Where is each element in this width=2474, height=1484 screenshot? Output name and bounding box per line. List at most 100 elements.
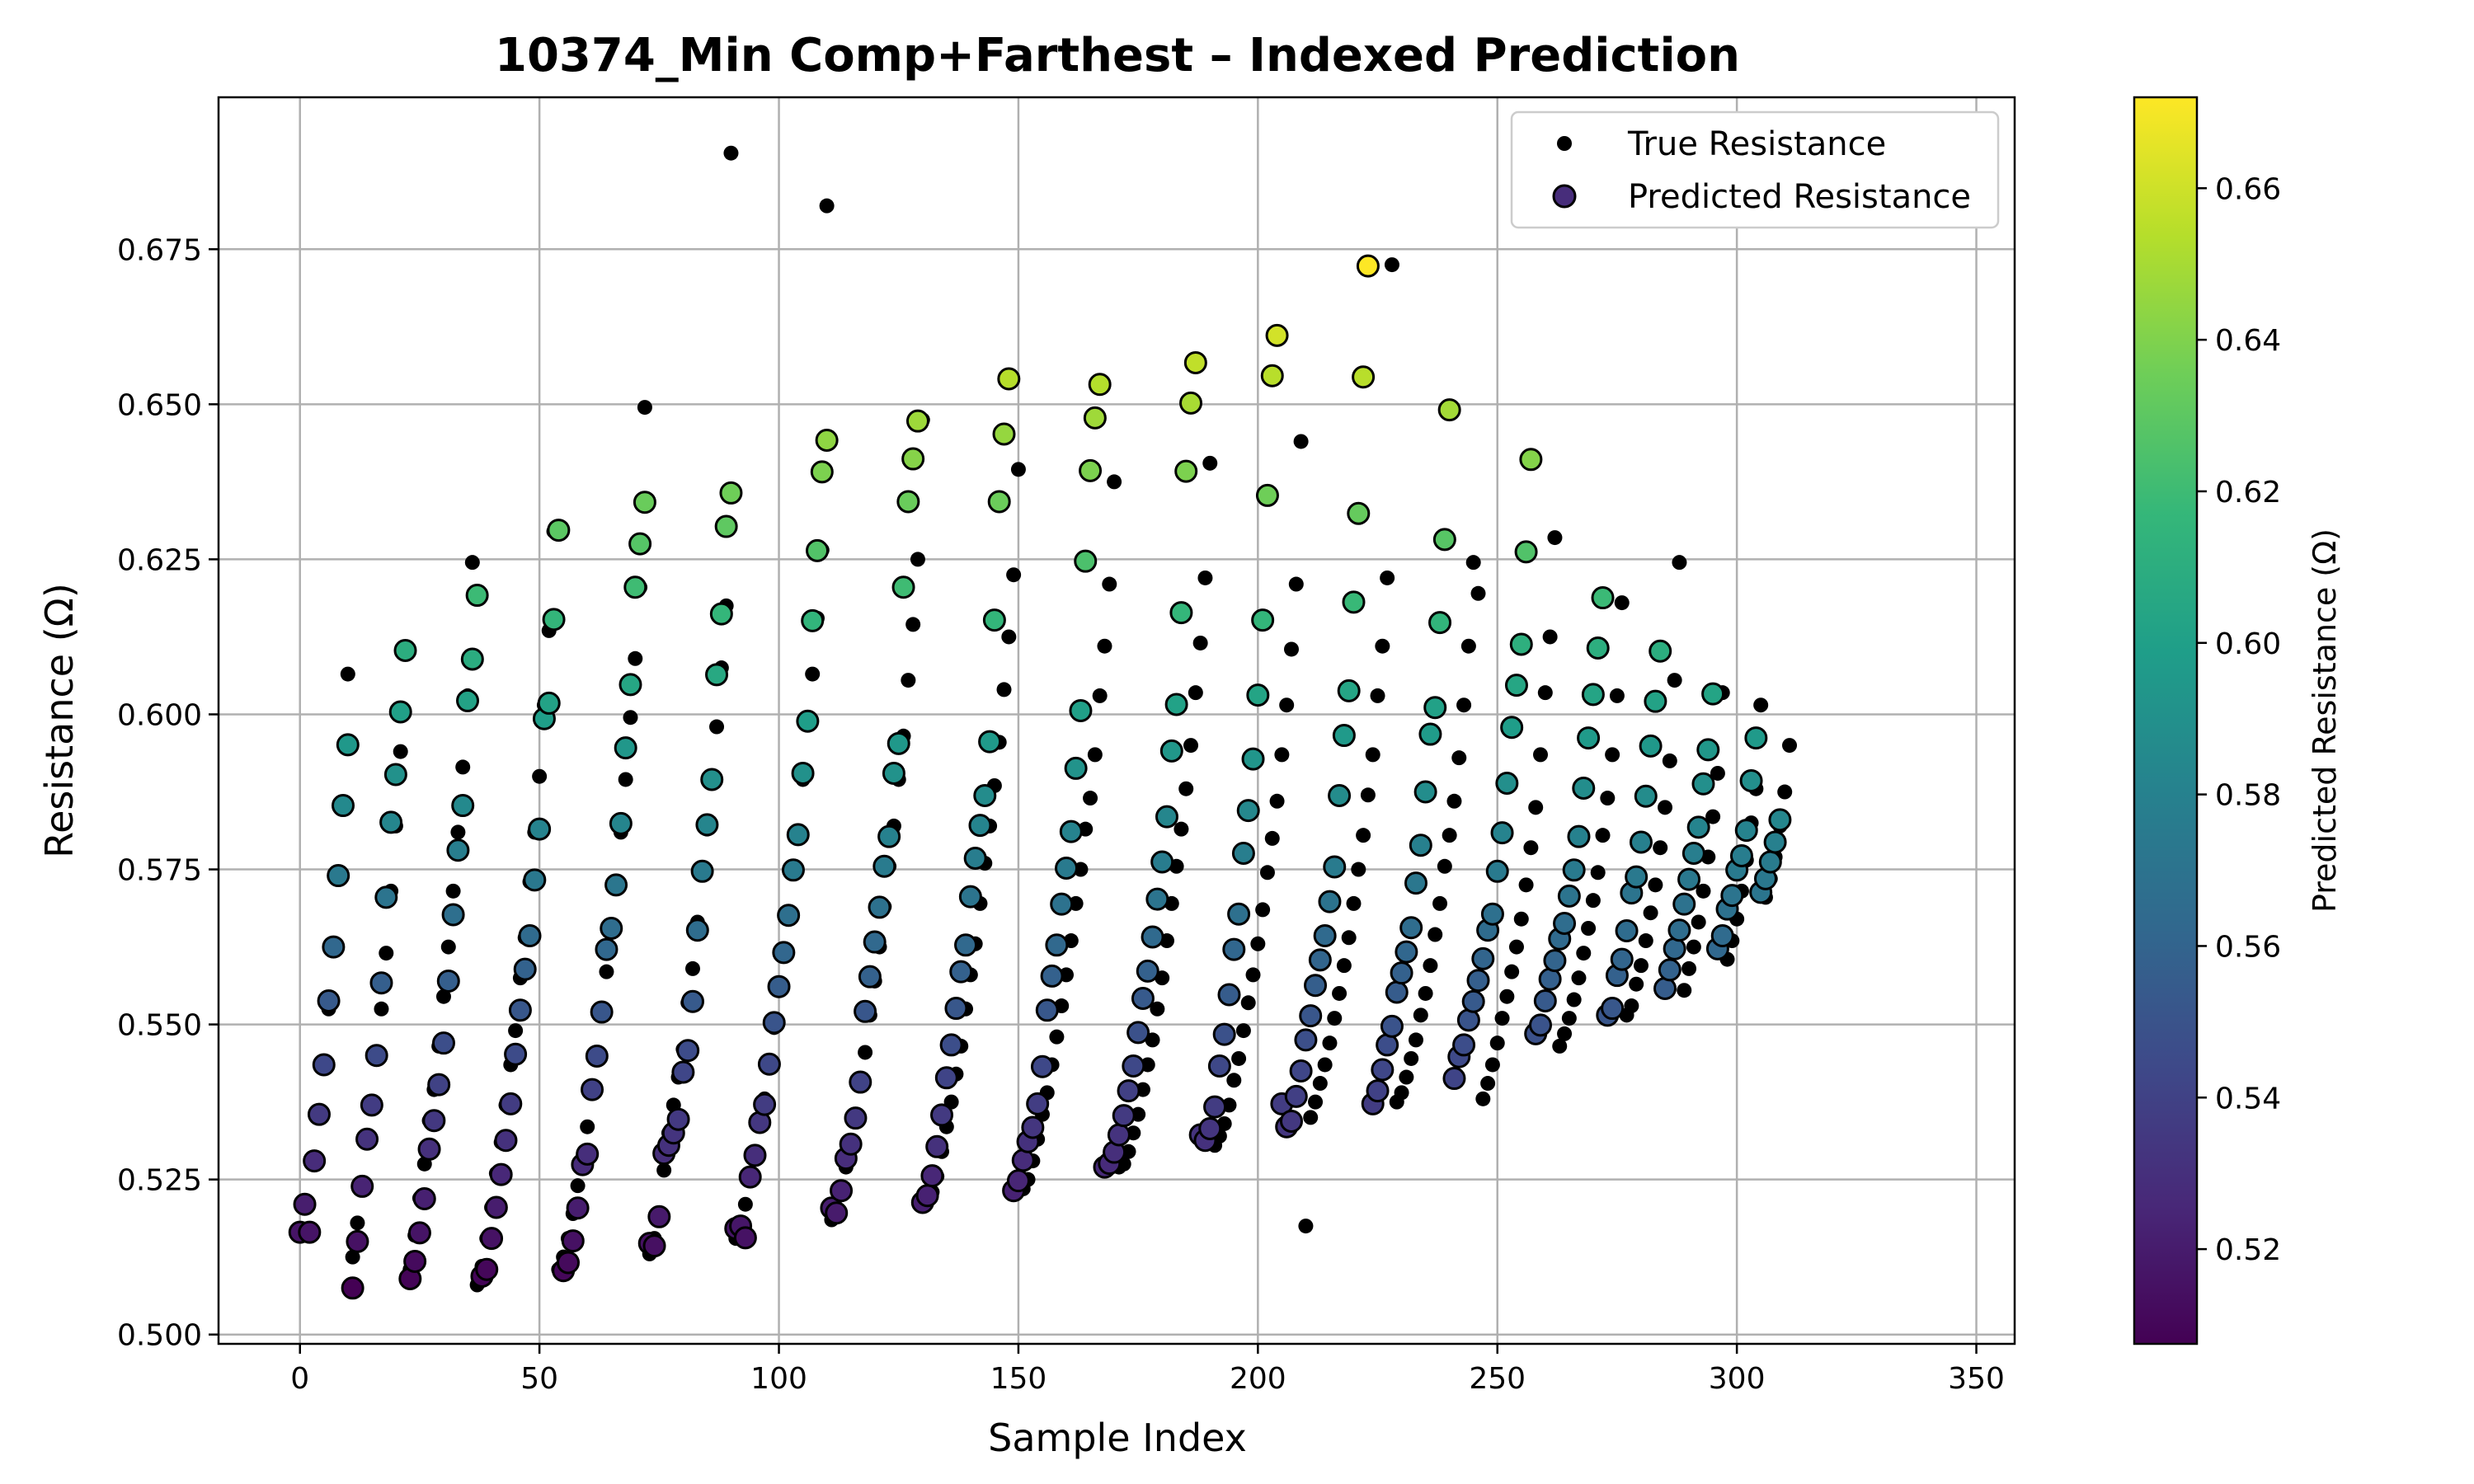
true-point bbox=[599, 964, 614, 979]
predicted-point bbox=[781, 858, 805, 882]
predicted-point bbox=[1663, 937, 1686, 960]
predicted-point bbox=[1601, 997, 1625, 1021]
true-point bbox=[1576, 946, 1592, 961]
x-axis-label: Sample Index bbox=[988, 1416, 1247, 1460]
true-point bbox=[1653, 840, 1668, 856]
true-point bbox=[996, 682, 1012, 697]
predicted-point bbox=[537, 691, 561, 715]
true-point bbox=[345, 1249, 360, 1265]
predicted-point bbox=[1500, 716, 1524, 740]
y-tick-label: 0.550 bbox=[117, 1009, 202, 1043]
true-point bbox=[628, 650, 643, 666]
predicted-point bbox=[1241, 747, 1265, 771]
predicted-point bbox=[1304, 974, 1328, 998]
true-point bbox=[1202, 455, 1218, 471]
legend: True Resistance Predicted Resistance bbox=[1510, 110, 2000, 229]
predicted-point bbox=[504, 1042, 528, 1066]
predicted-point bbox=[1586, 636, 1610, 660]
true-point bbox=[1293, 434, 1309, 449]
true-point bbox=[1480, 1076, 1496, 1092]
predicted-point bbox=[973, 784, 997, 808]
true-point bbox=[374, 1001, 389, 1017]
predicted-point bbox=[958, 885, 982, 909]
true-point bbox=[464, 555, 480, 571]
plot-frame bbox=[217, 96, 2016, 1345]
predicted-point bbox=[1710, 924, 1734, 948]
true-point bbox=[1629, 976, 1644, 992]
predicted-point bbox=[475, 1257, 499, 1281]
predicted-point bbox=[753, 1092, 777, 1116]
true-point bbox=[1250, 936, 1266, 951]
true-point bbox=[1269, 793, 1285, 809]
predicted-point bbox=[915, 1184, 939, 1208]
true-point bbox=[1643, 905, 1658, 921]
true-point bbox=[1600, 791, 1616, 806]
predicted-point bbox=[1323, 855, 1347, 879]
predicted-point bbox=[633, 491, 656, 514]
predicted-point bbox=[1653, 976, 1677, 1000]
predicted-point bbox=[825, 1201, 849, 1225]
true-point bbox=[570, 1178, 586, 1194]
predicted-point bbox=[963, 846, 987, 870]
true-point bbox=[1308, 1094, 1324, 1110]
true-point bbox=[1150, 1001, 1165, 1017]
predicted-point bbox=[642, 1234, 666, 1258]
true-point bbox=[1174, 821, 1189, 837]
predicted-point bbox=[1074, 549, 1098, 573]
true-point bbox=[1245, 967, 1261, 983]
true-point bbox=[1648, 877, 1663, 893]
true-point bbox=[1528, 800, 1544, 815]
predicted-point bbox=[1021, 1115, 1045, 1139]
predicted-point bbox=[1734, 819, 1758, 843]
true-point bbox=[819, 198, 835, 214]
predicted-point bbox=[403, 1249, 427, 1273]
predicted-point bbox=[1739, 768, 1763, 792]
predicted-point bbox=[346, 1229, 369, 1253]
predicted-point bbox=[714, 514, 738, 538]
true-point bbox=[1614, 595, 1630, 611]
predicted-point bbox=[600, 917, 623, 940]
true-point bbox=[1322, 1036, 1338, 1051]
predicted-point bbox=[547, 519, 571, 542]
predicted-point bbox=[844, 1106, 868, 1130]
predicted-point bbox=[298, 1220, 322, 1244]
predicted-point bbox=[1198, 1116, 1222, 1140]
predicted-point bbox=[383, 763, 407, 787]
true-point bbox=[1475, 1091, 1491, 1106]
predicted-point bbox=[1509, 632, 1533, 656]
predicted-point bbox=[1686, 815, 1710, 839]
predicted-point bbox=[1461, 989, 1485, 1013]
true-point bbox=[1336, 958, 1352, 974]
predicted-point bbox=[604, 873, 628, 897]
predicted-point bbox=[1413, 780, 1437, 804]
true-point bbox=[1427, 927, 1443, 942]
predicted-point bbox=[451, 794, 475, 818]
predicted-point bbox=[293, 1192, 317, 1216]
predicted-point bbox=[1533, 989, 1557, 1013]
predicted-point bbox=[968, 814, 992, 838]
true-point bbox=[1423, 958, 1438, 974]
predicted-point bbox=[1452, 1033, 1476, 1057]
true-point bbox=[1418, 985, 1433, 1001]
predicted-point bbox=[1376, 1033, 1399, 1057]
predicted-point bbox=[1581, 683, 1605, 707]
predicted-point bbox=[1064, 756, 1088, 780]
true-point bbox=[1523, 840, 1539, 856]
true-point bbox=[1255, 902, 1271, 918]
predicted-point bbox=[1145, 887, 1169, 911]
true-point bbox=[1561, 1011, 1577, 1026]
true-point bbox=[1312, 1076, 1328, 1092]
true-point bbox=[1451, 750, 1467, 766]
predicted-point bbox=[863, 930, 887, 954]
colorbar-tick-label: 0.54 bbox=[2215, 1082, 2281, 1115]
predicted-point bbox=[332, 794, 355, 818]
true-point bbox=[1494, 1011, 1510, 1026]
true-point bbox=[1432, 895, 1448, 911]
predicted-point bbox=[1529, 1013, 1553, 1037]
true-point bbox=[1460, 638, 1476, 654]
predicted-point bbox=[1083, 406, 1107, 430]
predicted-point bbox=[1356, 254, 1380, 278]
true-point bbox=[1183, 738, 1199, 754]
true-point bbox=[1010, 462, 1026, 477]
predicted-point bbox=[1625, 865, 1649, 889]
